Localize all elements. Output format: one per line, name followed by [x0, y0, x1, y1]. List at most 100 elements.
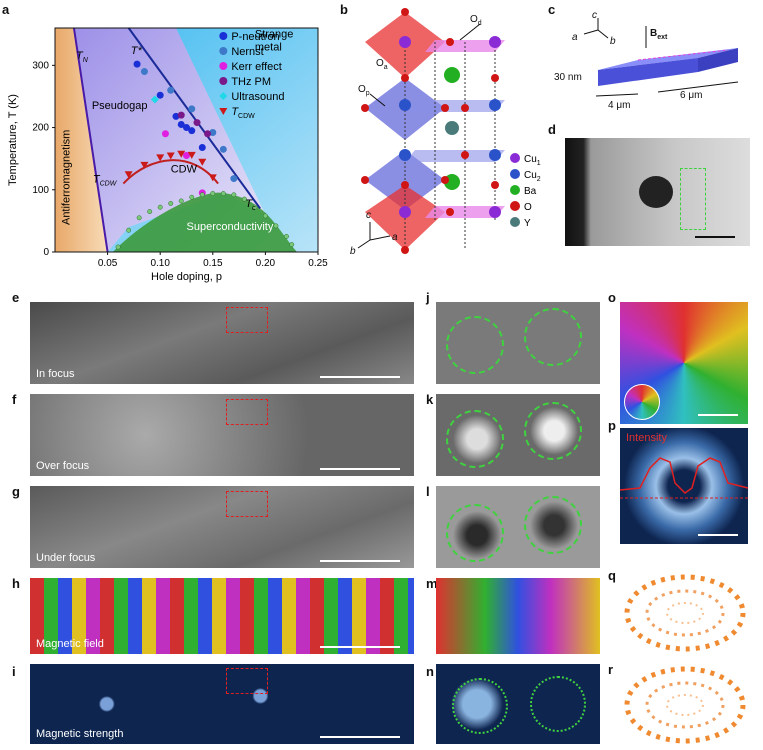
legend-marker: [219, 47, 228, 55]
data-point-tc: [115, 244, 121, 250]
legend-label: TCDW: [231, 106, 255, 120]
superconductivity-dome: [112, 192, 297, 252]
cuo2-plane-lower: [405, 150, 505, 162]
cu1-atom: [489, 206, 501, 218]
image-label: Over focus: [36, 460, 90, 472]
scale-bar: [698, 534, 738, 536]
slab-top-face: [598, 48, 738, 70]
width-dimension-2: [657, 81, 739, 93]
legend-marker: [219, 62, 228, 70]
panel-letter-b: b: [340, 2, 348, 17]
vector-ring-inner: [666, 602, 704, 624]
over-focus-image: Over focus: [30, 394, 414, 476]
data-point-p-neutron: [183, 124, 190, 132]
data-point-tc: [262, 213, 268, 219]
plot-frame: [54, 27, 319, 253]
panel-letter-a: a: [2, 2, 10, 17]
image-label: Magnetic strength: [36, 728, 124, 740]
data-point-tc: [157, 204, 163, 210]
axis-a-arrow: [583, 29, 599, 35]
data-point-nernst: [167, 86, 175, 94]
skyrmion-circle: [446, 504, 504, 562]
data-point-tc: [252, 204, 258, 210]
legend-marker: [510, 217, 520, 227]
legend-label: Cu2: [524, 170, 541, 183]
data-point-tc: [199, 192, 205, 198]
legend-label: Y: [524, 218, 531, 229]
data-point-kerr-effect: [161, 130, 169, 138]
o-atom: [441, 176, 449, 184]
cu1-atom: [489, 36, 501, 48]
bext-label: Bext: [650, 28, 668, 41]
data-point-tcdw: [198, 158, 207, 166]
data-point-p-neutron: [198, 143, 206, 151]
cu1-atom: [399, 206, 411, 218]
vector-ring-inner: [666, 694, 704, 716]
skyrmion-circle: [452, 678, 508, 734]
panel-letter-l: l: [426, 484, 430, 499]
x-axis-label: Hole doping, p: [151, 271, 222, 283]
y-tick-label: 300: [32, 60, 49, 71]
region-label-strange-metal: Strange: [255, 28, 294, 40]
under-focus-image: Under focus: [30, 486, 414, 568]
panel-letter-h: h: [12, 576, 20, 591]
skyrmion-circle: [524, 308, 582, 366]
o-atom: [401, 246, 409, 254]
label-op: Op: [358, 84, 370, 97]
label-op-pointer: [369, 93, 386, 107]
intensity-label: Intensity: [626, 432, 667, 444]
scale-bar: [320, 646, 400, 648]
data-point-tcdw: [208, 174, 217, 182]
x-tick-label: 0.25: [308, 258, 328, 269]
label-od: Od: [470, 14, 482, 27]
skyrmion-circle: [446, 410, 504, 468]
legend-label: THz PM: [231, 76, 271, 88]
image-label: Magnetic field: [36, 638, 104, 650]
panel-letter-i: i: [12, 664, 16, 679]
axis-c-label: c: [592, 10, 597, 21]
magnetic-field-image: Magnetic field: [30, 578, 414, 654]
panel-letter-n: n: [426, 664, 434, 679]
data-point-tc: [241, 196, 247, 202]
o-atom: [401, 74, 409, 82]
legend-label: O: [524, 202, 532, 213]
y-atom: [445, 121, 459, 135]
panel-letter-m: m: [426, 576, 438, 591]
sample-tem-image: [565, 138, 750, 246]
selection-box: [226, 668, 268, 694]
data-point-tc: [220, 191, 226, 196]
data-point-nernst: [209, 129, 217, 137]
region-label-pseudogap: Pseudogap: [92, 100, 148, 112]
x-tick-label: 0.05: [98, 258, 118, 269]
region-of-interest-box: [680, 168, 706, 230]
legend-label: Ultrasound: [231, 91, 284, 103]
zoom-in-focus: [436, 302, 600, 384]
thickness-label: 30 nm: [554, 72, 582, 83]
data-point-thz-pm: [193, 119, 201, 127]
legend-label: Cu1: [524, 154, 541, 167]
legend-label: P-neutron: [231, 31, 279, 43]
region-label-af: Antiferromagnetism: [60, 130, 72, 225]
vector-ring-outer: [624, 666, 746, 744]
selection-box: [226, 307, 268, 333]
o-atom: [401, 8, 409, 16]
in-focus-image: In focus: [30, 302, 414, 384]
tn-label: TN: [76, 50, 89, 64]
width-label-1: 4 μm: [608, 100, 630, 111]
o-atom: [441, 104, 449, 112]
data-point-thz-pm: [177, 111, 185, 119]
cu2-atom: [399, 149, 411, 161]
axis-b-arrow: [357, 239, 371, 249]
antiferromagnetism-region: [55, 28, 108, 252]
legend-marker: [510, 153, 520, 163]
data-point-tc: [283, 233, 289, 239]
o-atom: [491, 181, 499, 189]
skyrmion-circle: [524, 496, 582, 554]
legend-marker: [219, 32, 228, 40]
data-point-tc: [126, 227, 132, 233]
data-point-nernst: [230, 175, 238, 183]
tstar-line: [127, 27, 261, 210]
image-label: Under focus: [36, 552, 96, 564]
axis-b-label: b: [350, 246, 356, 257]
panel-letter-j: j: [426, 290, 430, 305]
